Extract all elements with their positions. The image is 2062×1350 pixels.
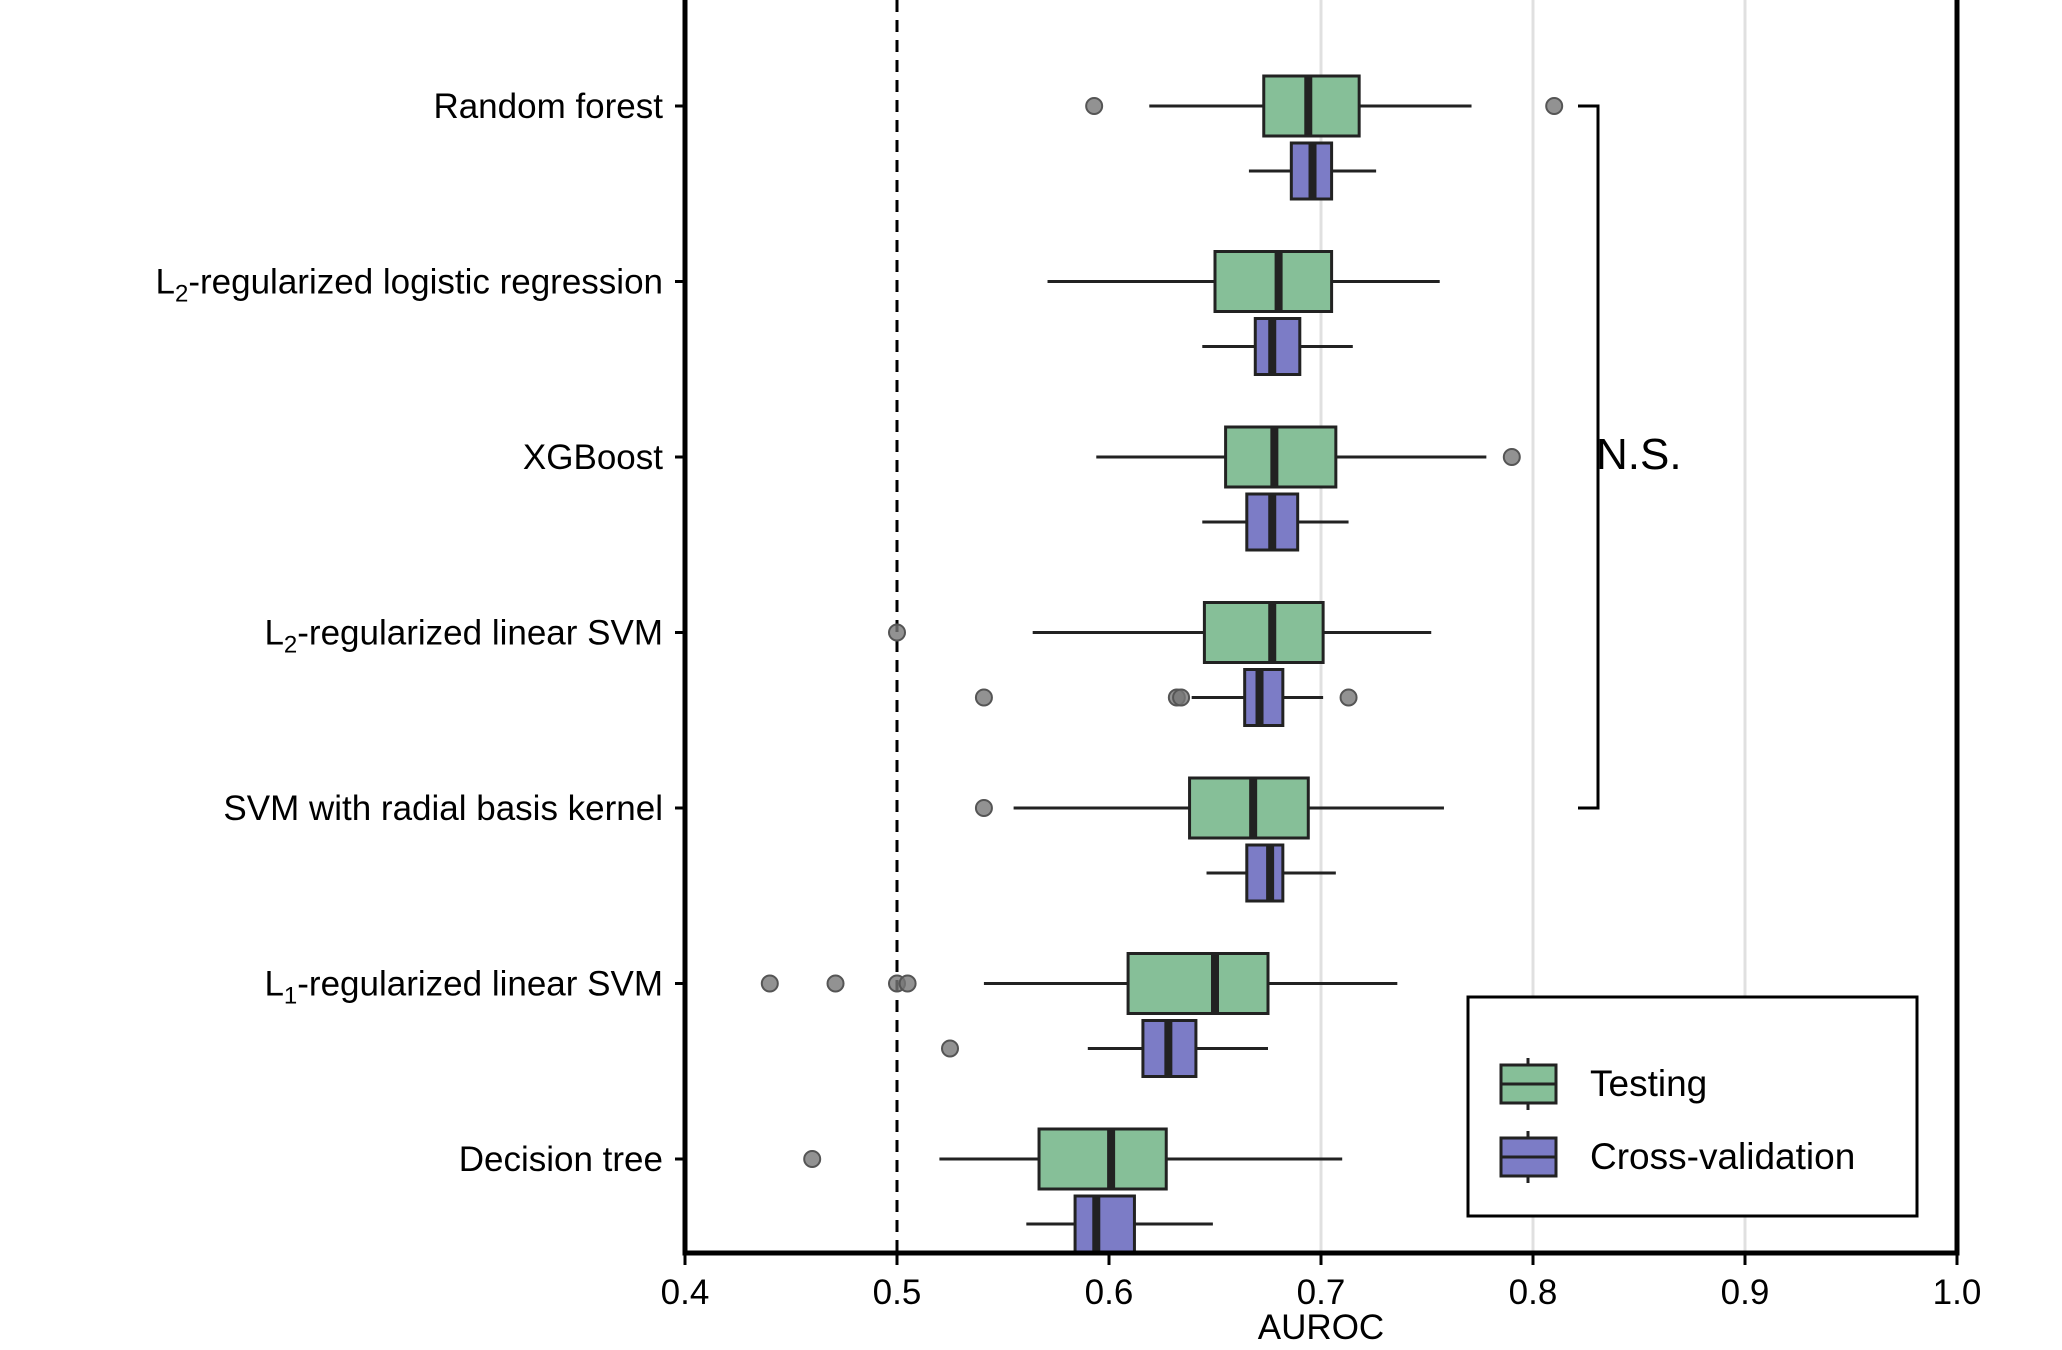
iqr-box xyxy=(1253,317,1302,376)
cv-box xyxy=(941,1019,1268,1078)
testing-box xyxy=(1085,74,1564,138)
iqr-box xyxy=(1037,1127,1168,1191)
legend-item: Testing xyxy=(1499,1058,1707,1110)
y-tick-label: XGBoost xyxy=(523,438,663,477)
iqr-box xyxy=(1188,776,1310,840)
y-tick-label: Decision tree xyxy=(459,1140,663,1179)
cv-box xyxy=(1026,1194,1213,1254)
iqr-box xyxy=(1245,843,1285,903)
iqr-box xyxy=(1224,425,1338,489)
y-axis: Random forest L2-regularized logistic reg… xyxy=(156,87,685,1179)
y-tick-label: Random forest xyxy=(433,87,663,126)
x-tick-label: 0.5 xyxy=(873,1273,922,1312)
iqr-box xyxy=(1213,250,1334,313)
outlier-point xyxy=(760,974,779,993)
iqr-box xyxy=(1202,601,1325,664)
x-tick-label: 0.4 xyxy=(661,1273,710,1312)
x-tick-label: 0.9 xyxy=(1721,1273,1770,1312)
legend-label: Testing xyxy=(1590,1063,1707,1104)
cv-box xyxy=(1248,141,1377,201)
legend-item: Cross-validation xyxy=(1499,1131,1855,1183)
y-tick-label: L1-regularized linear SVM xyxy=(264,965,663,1010)
outlier-point xyxy=(1172,688,1191,707)
outlier-point xyxy=(898,974,917,993)
outlier-point xyxy=(888,623,906,642)
outlier-point xyxy=(1085,97,1104,115)
iqr-box xyxy=(1243,668,1285,727)
legend: Testing Cross-validation xyxy=(1466,995,1919,1218)
outlier-point xyxy=(941,1039,959,1058)
x-tick-label: 1.0 xyxy=(1933,1273,1982,1312)
testing-box xyxy=(1047,250,1440,313)
outlier-point xyxy=(1339,688,1358,707)
boxes-layer xyxy=(760,74,1564,1254)
outlier-point xyxy=(974,688,993,707)
testing-box xyxy=(974,776,1444,840)
y-tick-label: L2-regularized logistic regression xyxy=(156,263,663,308)
y-tick-label: SVM with radial basis kernel xyxy=(223,789,663,828)
testing-box xyxy=(1096,425,1521,489)
testing-box xyxy=(803,1127,1343,1191)
x-axis-label: AUROC xyxy=(1258,1308,1384,1347)
y-tick-label: L2-regularized linear SVM xyxy=(264,614,663,659)
outlier-point xyxy=(974,799,993,817)
cv-box xyxy=(1202,492,1349,552)
significance-annotation: N.S. xyxy=(1578,104,1682,810)
testing-box xyxy=(888,601,1432,664)
cv-box xyxy=(1202,317,1353,376)
outlier-point xyxy=(1545,97,1564,115)
significance-label: N.S. xyxy=(1596,430,1682,479)
outlier-point xyxy=(1502,448,1521,466)
outlier-point xyxy=(826,974,845,993)
outlier-point xyxy=(803,1150,822,1168)
legend-label: Cross-validation xyxy=(1590,1136,1855,1177)
legend-frame xyxy=(1466,995,1919,1218)
iqr-box xyxy=(1126,952,1270,1015)
iqr-box xyxy=(1073,1194,1136,1254)
x-axis: 0.4 0.5 0.6 0.7 0.8 0.9 1.0 xyxy=(661,1253,1982,1312)
significance-bracket xyxy=(1578,104,1600,810)
cv-box xyxy=(1206,843,1336,903)
testing-box xyxy=(760,952,1398,1015)
x-tick-label: 0.6 xyxy=(1085,1273,1134,1312)
x-tick-label: 0.7 xyxy=(1297,1273,1346,1312)
cv-box xyxy=(974,668,1358,727)
x-tick-label: 0.8 xyxy=(1509,1273,1558,1312)
